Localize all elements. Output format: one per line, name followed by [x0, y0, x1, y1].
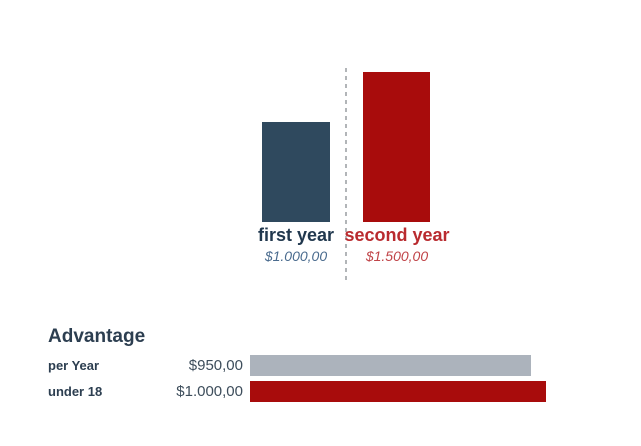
advantage-row-value-per-year: $950,00 [188, 357, 243, 374]
second-year-label: second year [344, 225, 450, 245]
first-year-bar [262, 122, 330, 222]
per-year-bar [250, 355, 531, 376]
advantage-row-value-under-18: $1.000,00 [176, 383, 243, 400]
advantage-row-label-under-18: under 18 [48, 384, 103, 399]
first-year-label: first year [257, 225, 335, 245]
advantage-row-label-per-year: per Year [48, 358, 100, 373]
first-year-value: $1.000,00 [264, 248, 328, 264]
under-18-bar [250, 381, 546, 402]
second-year-value: $1.500,00 [365, 248, 429, 264]
year-comparison-chart [0, 0, 641, 280]
second-year-bar [363, 72, 430, 222]
advantage-title: Advantage [48, 326, 146, 347]
chart-divider-line [345, 68, 347, 280]
